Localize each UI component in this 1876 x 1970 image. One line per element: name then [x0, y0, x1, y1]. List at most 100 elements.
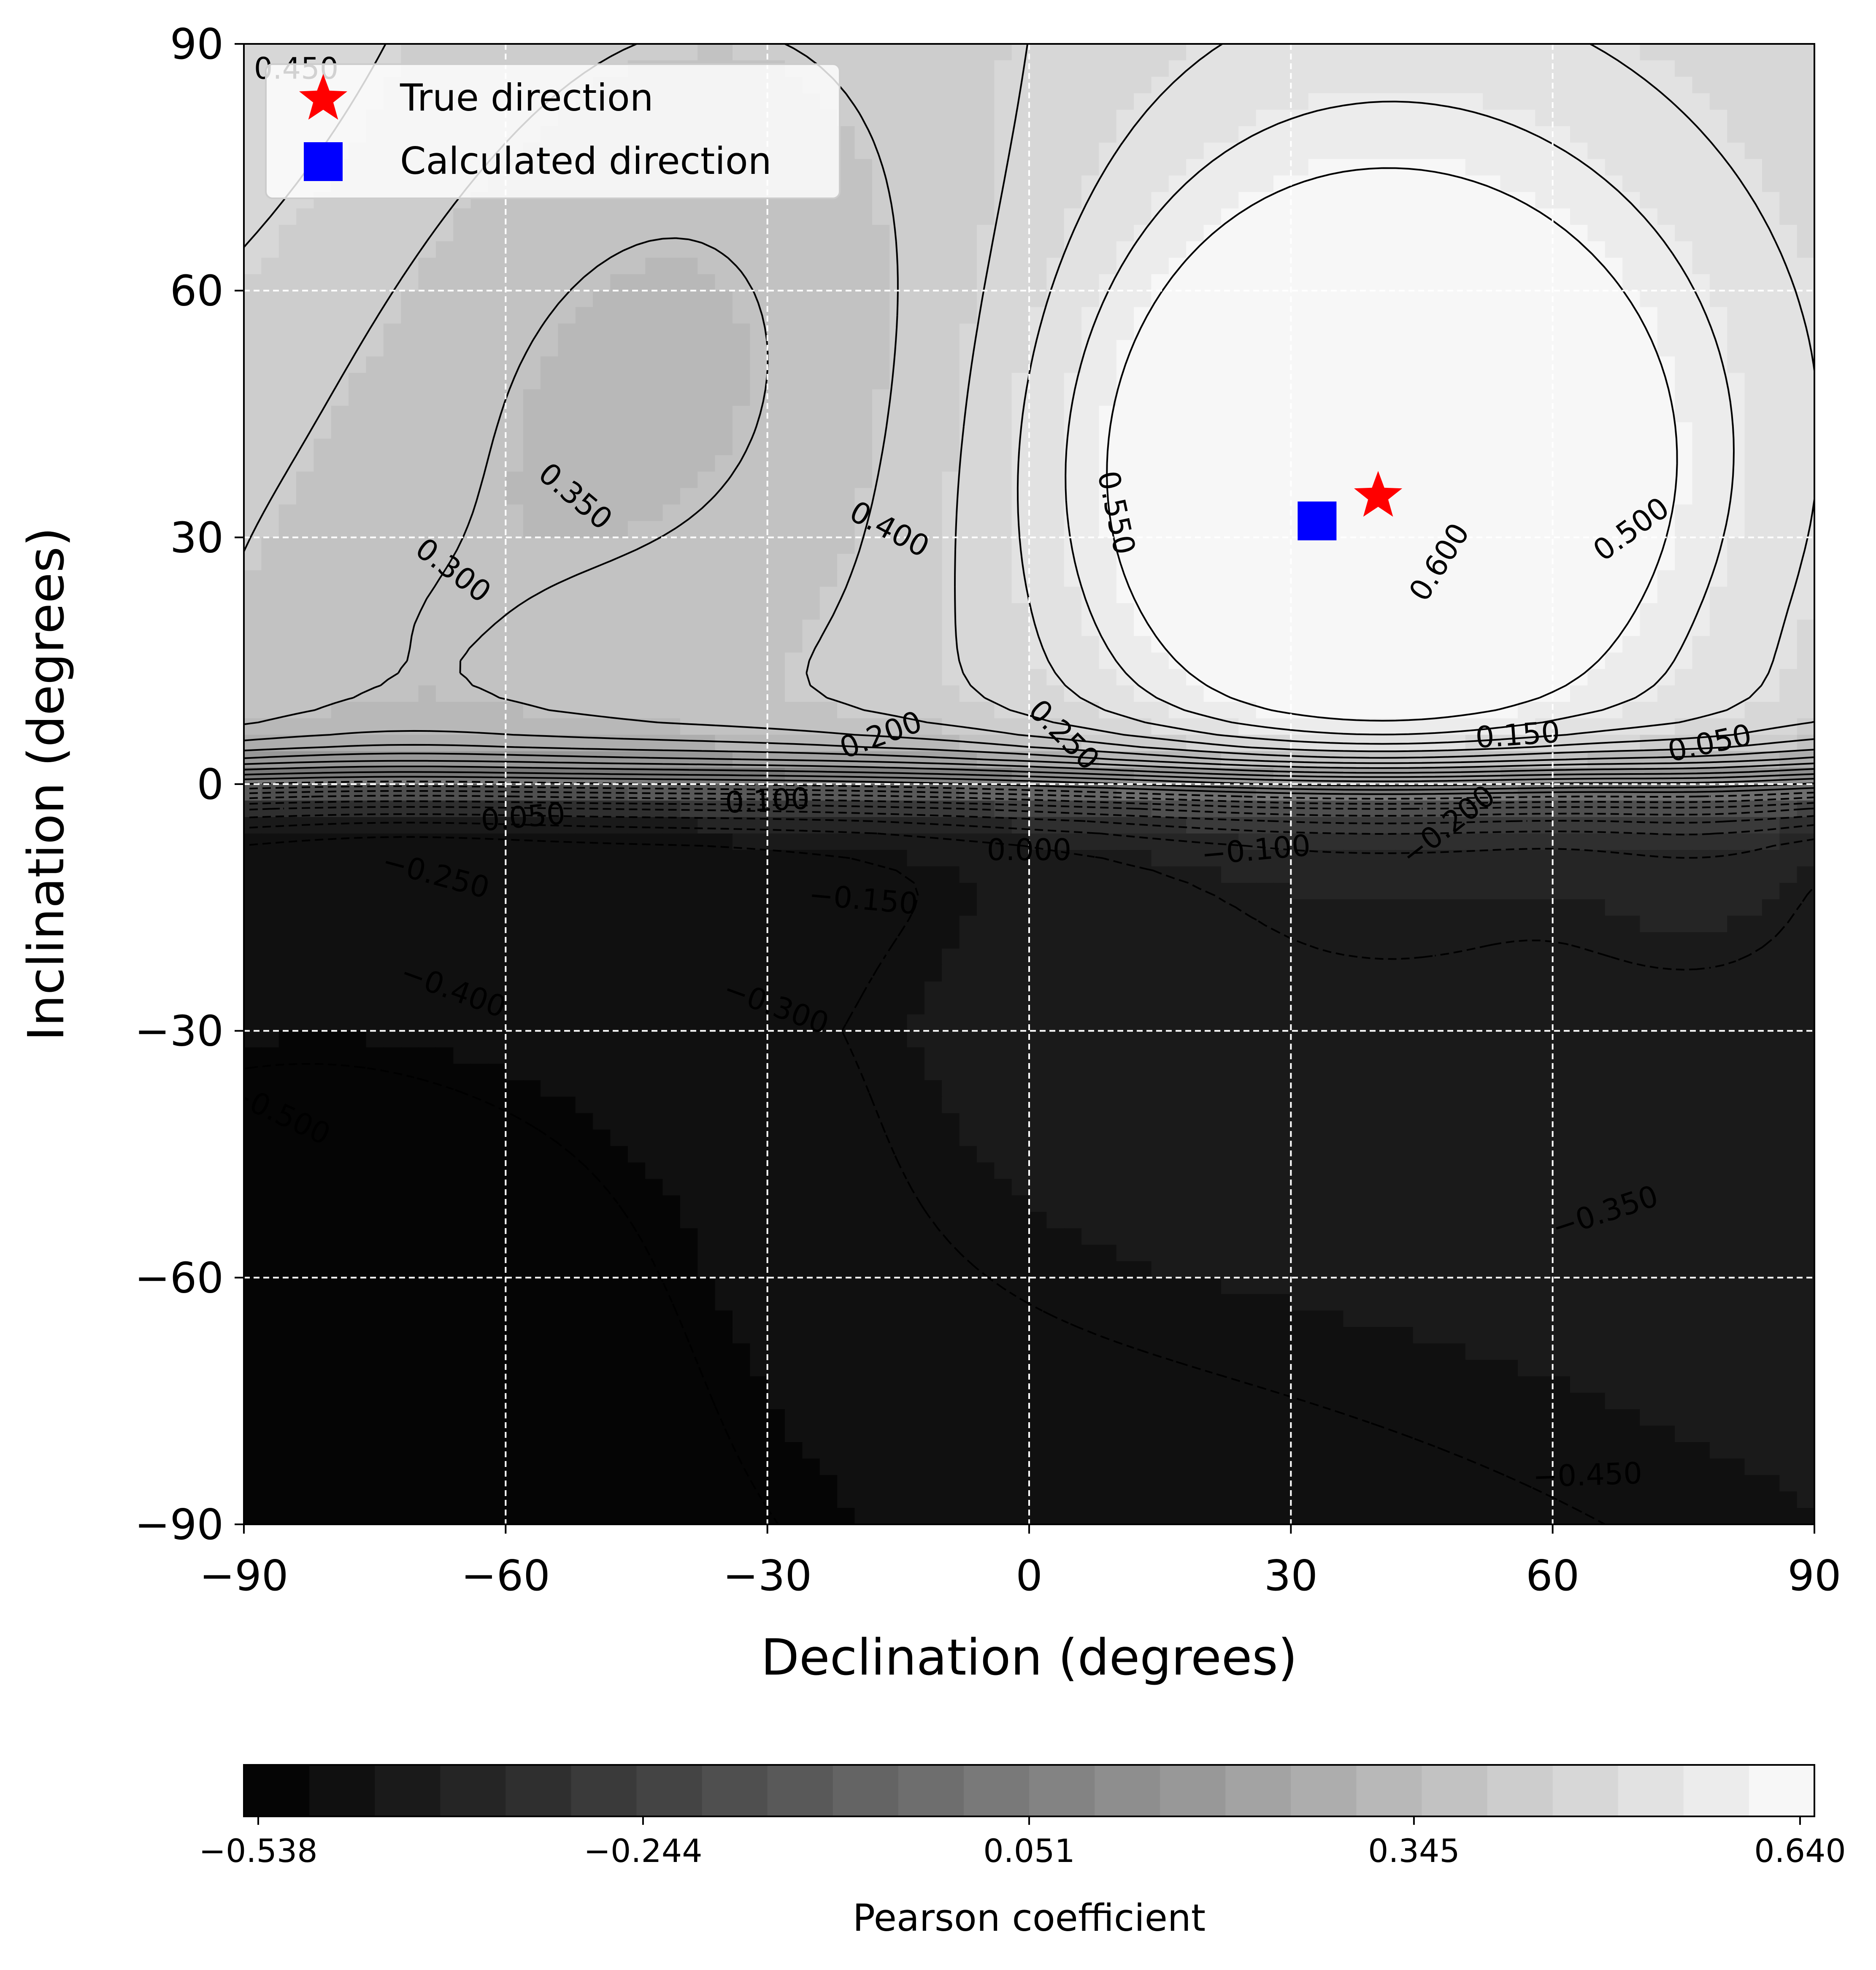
heatmap-cell [1395, 257, 1414, 275]
heatmap-cell [575, 636, 593, 653]
heatmap-cell [854, 833, 873, 850]
heatmap-cell [854, 93, 873, 110]
heatmap-cell [1552, 833, 1571, 850]
heatmap-cell [1081, 76, 1100, 94]
heatmap-cell [1168, 471, 1187, 489]
heatmap-cell [645, 587, 663, 604]
heatmap-cell [1238, 422, 1257, 439]
heatmap-cell [1448, 126, 1466, 143]
heatmap-cell [488, 537, 506, 555]
heatmap-cell [680, 800, 698, 817]
heatmap-cell [1256, 570, 1274, 587]
heatmap-cell [1256, 356, 1274, 373]
heatmap-cell [1134, 60, 1152, 77]
heatmap-cell [261, 44, 279, 61]
heatmap-cell [1762, 570, 1780, 587]
heatmap-cell [1308, 833, 1326, 850]
heatmap-cell [1692, 521, 1710, 538]
heatmap-cell [1395, 126, 1414, 143]
heatmap-cell [278, 438, 297, 456]
heatmap-cell [1448, 225, 1466, 242]
heatmap-cell [697, 915, 716, 933]
heatmap-cell [1779, 290, 1798, 308]
heatmap-cell [837, 274, 855, 291]
heatmap-cell [1657, 257, 1675, 275]
heatmap-cell [1151, 44, 1169, 61]
heatmap-cell [1430, 537, 1449, 555]
heatmap-cell [244, 60, 262, 77]
heatmap-cell [1744, 488, 1762, 505]
heatmap-cell [366, 850, 384, 867]
heatmap-cell [488, 504, 506, 522]
heatmap-cell [924, 356, 943, 373]
heatmap-cell [1797, 307, 1814, 324]
heatmap-cell [1465, 340, 1484, 357]
heatmap-cell [1186, 899, 1204, 916]
heatmap-cell [732, 373, 751, 390]
heatmap-cell [349, 455, 367, 472]
heatmap-cell [244, 406, 262, 423]
heatmap-cell [278, 932, 297, 949]
heatmap-cell [767, 406, 785, 423]
heatmap-cell [1134, 570, 1152, 587]
heatmap-cell [1517, 521, 1536, 538]
heatmap-cell [907, 685, 925, 702]
heatmap-cell [296, 751, 314, 768]
heatmap-cell [593, 866, 611, 883]
heatmap-cell [1744, 669, 1762, 686]
heatmap-cell [1570, 570, 1588, 587]
heatmap-cell [1238, 537, 1257, 555]
heatmap-cell [1779, 537, 1798, 555]
heatmap-cell [1256, 142, 1274, 160]
heatmap-cell [1151, 422, 1169, 439]
heatmap-cell [1657, 603, 1675, 620]
heatmap-cell [1622, 159, 1641, 176]
heatmap-cell [296, 932, 314, 949]
heatmap-cell [314, 817, 332, 834]
heatmap-cell [505, 471, 524, 489]
heatmap-cell [994, 373, 1012, 390]
heatmap-cell [1622, 307, 1641, 324]
heatmap-cell [1535, 504, 1553, 522]
heatmap-cell [750, 488, 768, 505]
heatmap-cell [261, 290, 279, 308]
heatmap-cell [680, 685, 698, 702]
heatmap-cell [1500, 899, 1518, 916]
heatmap-cell [1692, 636, 1710, 653]
heatmap-cell [697, 406, 716, 423]
heatmap-cell [1552, 636, 1571, 653]
heatmap-cell [1640, 504, 1658, 522]
heatmap-cell [854, 175, 873, 192]
heatmap-cell [401, 735, 419, 752]
heatmap-cell [1465, 356, 1484, 373]
heatmap-cell [1640, 932, 1658, 949]
heatmap-cell [697, 570, 716, 587]
heatmap-cell [1692, 471, 1710, 489]
heatmap-cell [1099, 126, 1117, 143]
heatmap-cell [1011, 356, 1030, 373]
heatmap-cell [453, 669, 471, 686]
heatmap-cell [1570, 521, 1588, 538]
heatmap-cell [1099, 307, 1117, 324]
heatmap-cell [1134, 603, 1152, 620]
heatmap-cell [1273, 932, 1292, 949]
heatmap-cell [488, 932, 506, 949]
heatmap-cell [470, 208, 489, 225]
heatmap-cell [1517, 504, 1536, 522]
heatmap-cell [261, 948, 279, 966]
heatmap-cell [1081, 471, 1100, 489]
heatmap-cell [942, 537, 960, 555]
heatmap-cell [244, 126, 262, 143]
heatmap-cell [453, 504, 471, 522]
heatmap-cell [296, 603, 314, 620]
heatmap-cell [1273, 60, 1292, 77]
heatmap-cell [418, 373, 436, 390]
heatmap-cell [244, 274, 262, 291]
heatmap-cell [924, 471, 943, 489]
heatmap-cell [1064, 800, 1082, 817]
heatmap-cell [1517, 373, 1536, 390]
heatmap-cell [1134, 554, 1152, 571]
heatmap-cell [1500, 537, 1518, 555]
heatmap-cell [1116, 274, 1134, 291]
heatmap-cell [366, 587, 384, 604]
